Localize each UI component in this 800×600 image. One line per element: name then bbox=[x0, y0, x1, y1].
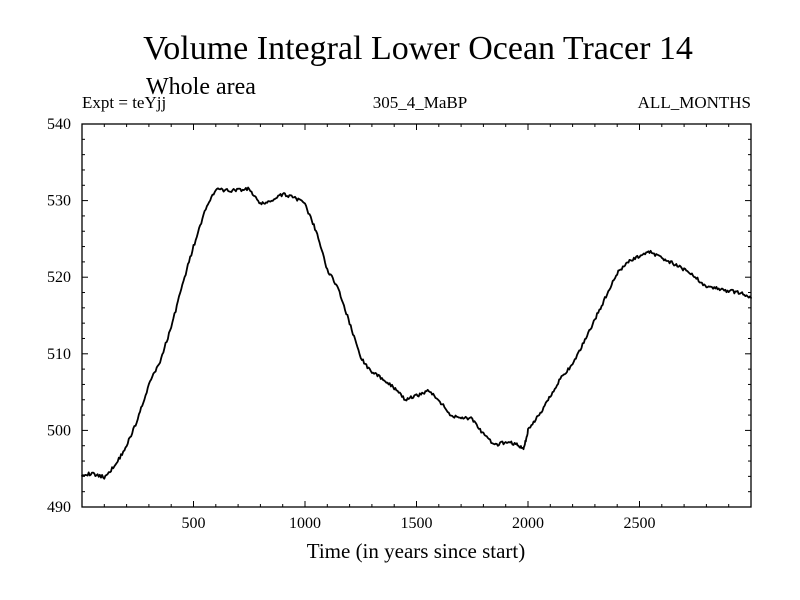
x-tick-label: 1500 bbox=[401, 515, 433, 532]
chart-title: Volume Integral Lower Ocean Tracer 14 bbox=[143, 30, 693, 67]
y-tick-label: 530 bbox=[47, 193, 71, 210]
y-tick-label: 510 bbox=[47, 346, 71, 363]
series-line bbox=[81, 186, 752, 480]
x-tick-label: 500 bbox=[182, 515, 206, 532]
x-tick-label: 2500 bbox=[624, 515, 656, 532]
x-tick-label: 1000 bbox=[289, 515, 321, 532]
experiment-label: Expt = teYjj bbox=[82, 93, 166, 112]
y-tick-label: 490 bbox=[47, 499, 71, 516]
plot-frame bbox=[81, 123, 752, 508]
series-layer bbox=[81, 186, 752, 480]
axis-ticks bbox=[81, 123, 752, 508]
y-tick-label: 540 bbox=[47, 116, 71, 133]
x-axis-label: Time (in years since start) bbox=[307, 539, 526, 563]
chart-subtitle: Whole area bbox=[146, 74, 256, 100]
y-tick-label: 500 bbox=[47, 422, 71, 439]
period-label: 305_4_MaBP bbox=[373, 93, 467, 112]
axis-tick-labels: 500 1000 1500 2000 2500 490 500 510 520 530 540 bbox=[47, 116, 656, 532]
x-tick-label: 2000 bbox=[512, 515, 544, 532]
y-tick-label: 520 bbox=[47, 269, 71, 286]
season-label: ALL_MONTHS bbox=[638, 93, 751, 112]
